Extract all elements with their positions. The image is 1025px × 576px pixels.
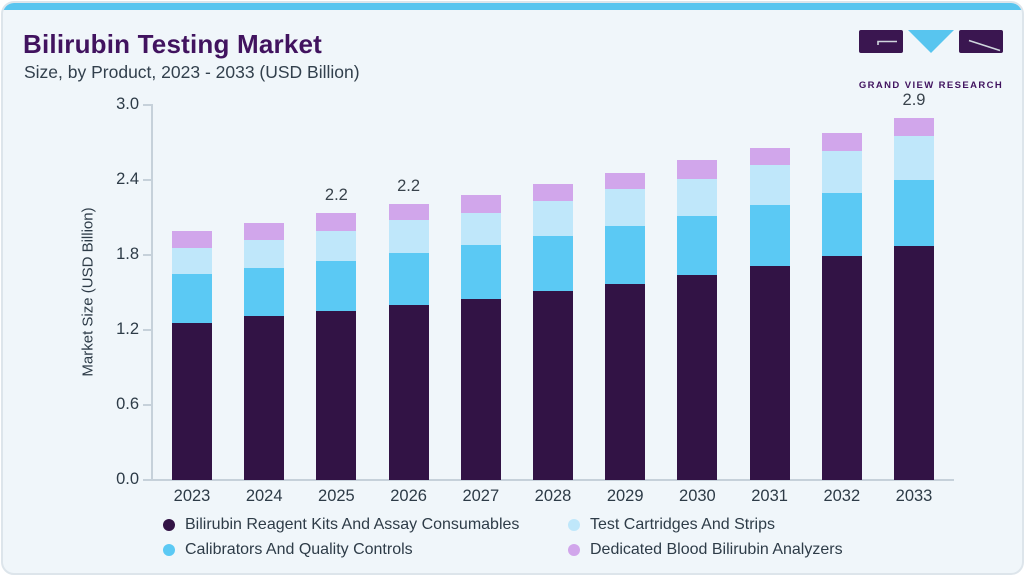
bar-segment-2031 bbox=[749, 165, 790, 205]
legend-label: Calibrators And Quality Controls bbox=[185, 540, 413, 558]
legend-item: Test Cartridges And Strips bbox=[568, 514, 883, 535]
bar-segment-2031 bbox=[749, 205, 790, 267]
x-tick-label-2032: 2032 bbox=[823, 487, 861, 505]
y-tick-mark bbox=[143, 404, 151, 406]
bar-segment-2029 bbox=[605, 283, 646, 480]
bar-segment-2029 bbox=[605, 226, 646, 284]
bar-segment-2027 bbox=[460, 245, 501, 299]
bar-segment-2028 bbox=[533, 236, 573, 292]
bar-value-label-2026: 2.2 bbox=[397, 176, 421, 195]
y-tick-label: 0.0 bbox=[116, 470, 139, 488]
y-tick-mark bbox=[143, 104, 151, 106]
gvr-logo-icon bbox=[859, 30, 1003, 53]
bar-segment-2033 bbox=[894, 117, 934, 137]
bar-segment-2025 bbox=[316, 231, 357, 262]
y-tick-mark bbox=[143, 254, 151, 256]
page-subtitle: Size, by Product, 2023 - 2033 (USD Billi… bbox=[24, 62, 360, 82]
bar-segment-2023 bbox=[172, 273, 212, 323]
accent-strip bbox=[3, 3, 1022, 10]
bar-segment-2024 bbox=[244, 316, 285, 480]
bar-segment-2033 bbox=[894, 246, 934, 480]
legend-label: Test Cartridges And Strips bbox=[590, 515, 775, 533]
bar-value-label-2033: 2.9 bbox=[902, 90, 926, 109]
bar-segment-2032 bbox=[821, 132, 862, 152]
bar-segment-2028 bbox=[533, 183, 573, 202]
legend-label: Dedicated Blood Bilirubin Analyzers bbox=[590, 540, 843, 558]
legend-label: Bilirubin Reagent Kits And Assay Consuma… bbox=[185, 515, 520, 533]
x-tick-label-2023: 2023 bbox=[173, 487, 211, 505]
bar-segment-2027 bbox=[460, 212, 501, 245]
x-tick-label-2031: 2031 bbox=[751, 487, 788, 505]
y-tick-mark bbox=[143, 179, 151, 181]
bar-segment-2024 bbox=[244, 222, 285, 240]
bar-segment-2032 bbox=[821, 151, 862, 193]
bar-segment-2030 bbox=[677, 216, 718, 275]
grand-view-research-logo: GRAND VIEW RESEARCH bbox=[856, 30, 1006, 91]
y-tick-label: 0.6 bbox=[116, 395, 139, 413]
bar-segment-2028 bbox=[533, 291, 573, 480]
bar-segment-2026 bbox=[388, 252, 429, 305]
x-tick-label-2025: 2025 bbox=[318, 487, 355, 505]
y-tick-label: 1.2 bbox=[116, 320, 139, 338]
bar-segment-2024 bbox=[244, 267, 285, 317]
bar-segment-2025 bbox=[316, 261, 357, 312]
bar-segment-2030 bbox=[677, 178, 718, 217]
legend-swatch-icon bbox=[163, 543, 175, 556]
bar-value-label-2025: 2.2 bbox=[324, 185, 348, 204]
legend-swatch-icon bbox=[568, 518, 580, 531]
bar-segment-2023 bbox=[172, 231, 212, 248]
x-tick-label-2029: 2029 bbox=[606, 487, 644, 505]
x-tick-label-2026: 2026 bbox=[390, 487, 427, 505]
stacked-bar-chart: Market Size (USD Billion) 0.0 0.6 1.2 1.8 2.… bbox=[3, 3, 1022, 573]
x-tick-label-2028: 2028 bbox=[534, 487, 572, 505]
y-tick-mark bbox=[143, 329, 151, 331]
legend-item: Dedicated Blood Bilirubin Analyzers bbox=[568, 539, 883, 560]
bar-segment-2024 bbox=[244, 240, 285, 268]
y-tick-mark bbox=[143, 479, 151, 481]
bar-segment-2031 bbox=[749, 266, 790, 480]
legend-swatch-icon bbox=[163, 518, 175, 531]
bar-segment-2023 bbox=[172, 247, 212, 274]
y-tick-label: 2.4 bbox=[116, 170, 139, 188]
y-tick-label: 3.0 bbox=[116, 95, 139, 113]
bar-segment-2027 bbox=[460, 195, 501, 213]
x-tick-label-2033: 2033 bbox=[895, 487, 933, 505]
x-tick-label-2027: 2027 bbox=[462, 487, 500, 505]
bar-segment-2033 bbox=[894, 180, 934, 247]
bar-segment-2030 bbox=[677, 275, 718, 480]
y-tick-label: 1.8 bbox=[116, 245, 139, 263]
bar-segment-2033 bbox=[894, 136, 934, 180]
bar-segment-2026 bbox=[388, 220, 429, 253]
x-axis-line bbox=[151, 479, 954, 481]
bar-segment-2025 bbox=[316, 212, 357, 232]
bar-segment-2028 bbox=[533, 201, 573, 237]
bar-segment-2029 bbox=[605, 172, 646, 189]
bar-segment-2032 bbox=[821, 256, 862, 480]
bar-segment-2030 bbox=[677, 160, 718, 179]
logo-text: GRAND VIEW RESEARCH bbox=[858, 80, 1004, 91]
legend-item: Calibrators And Quality Controls bbox=[163, 539, 568, 560]
bar-segment-2026 bbox=[388, 305, 429, 480]
bar-segment-2029 bbox=[605, 188, 646, 227]
bar-segment-2023 bbox=[172, 322, 212, 480]
bar-segment-2031 bbox=[749, 147, 790, 165]
bar-segment-2027 bbox=[460, 298, 501, 480]
legend-item: Bilirubin Reagent Kits And Assay Consuma… bbox=[163, 514, 568, 535]
chart-legend: Bilirubin Reagent Kits And Assay Consuma… bbox=[163, 514, 883, 560]
legend-swatch-icon bbox=[568, 543, 580, 556]
bar-segment-2032 bbox=[821, 192, 862, 257]
x-tick-label-2030: 2030 bbox=[679, 487, 716, 505]
page-title: Bilirubin Testing Market bbox=[23, 29, 323, 59]
bar-segment-2026 bbox=[388, 203, 429, 220]
y-axis-line bbox=[151, 104, 153, 481]
x-tick-label-2024: 2024 bbox=[245, 487, 283, 505]
bar-segment-2025 bbox=[316, 311, 357, 480]
